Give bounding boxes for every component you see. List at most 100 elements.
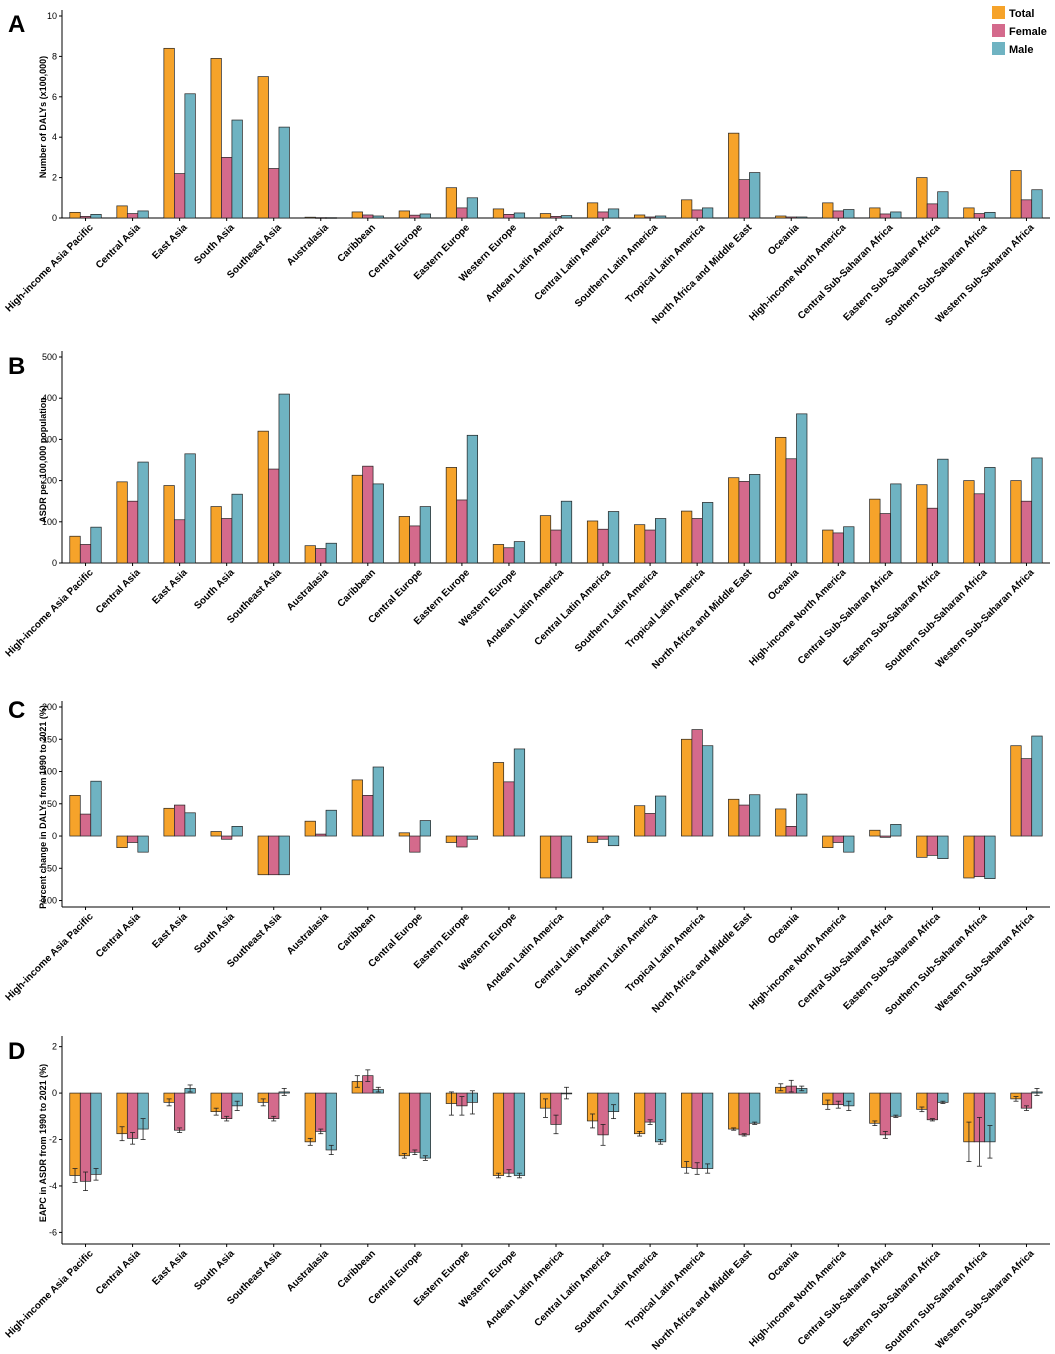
- bar-female: [174, 519, 186, 564]
- bar-total: [351, 779, 363, 837]
- bar-female: [597, 211, 609, 219]
- bar-total: [728, 477, 740, 564]
- bar-female: [879, 513, 891, 564]
- legend-item-total: Total: [992, 6, 1034, 20]
- panel-B: B ASDR per 100,000 population 0 100 200 300 40…: [4, 351, 1050, 673]
- bar-female: [691, 518, 703, 564]
- bar-total: [728, 798, 740, 837]
- x-tick-label: Western Sub-Saharan Africa: [934, 1248, 1037, 1351]
- bar-male: [654, 518, 667, 564]
- bar-female: [879, 835, 891, 838]
- y-tick-label: 0: [52, 1088, 57, 1098]
- bar-male: [325, 1092, 337, 1151]
- bar-male: [937, 191, 949, 219]
- bar-male: [1031, 735, 1043, 837]
- bar-male: [372, 483, 384, 564]
- bar-female: [926, 835, 938, 856]
- x-tick-label: Central Sub-Saharan Africa: [796, 1248, 896, 1348]
- bar-male: [607, 511, 620, 564]
- x-tick-label: High-income North America: [747, 567, 848, 668]
- bar-total: [398, 516, 410, 564]
- bar-total: [163, 807, 175, 837]
- bar-female: [597, 835, 609, 840]
- bar-total: [586, 835, 599, 843]
- bar-male: [796, 793, 808, 837]
- bar-male: [278, 126, 290, 219]
- bar-total: [257, 835, 269, 876]
- bar-female: [1020, 500, 1033, 564]
- y-axis-label: ASDR per 100,000 population: [38, 397, 48, 523]
- legend-swatch: [992, 6, 1005, 19]
- bar-female: [644, 813, 656, 837]
- bar-female: [691, 729, 703, 837]
- bar-male: [890, 211, 902, 219]
- bar-male: [749, 1092, 761, 1124]
- bar-total: [69, 535, 81, 564]
- bar-male: [90, 526, 102, 564]
- bar-male: [1031, 457, 1043, 564]
- bar-male: [419, 213, 431, 219]
- panel-letter: D: [8, 1038, 25, 1065]
- bar-female: [550, 216, 562, 219]
- x-tick-label: High-income North America: [747, 1248, 848, 1349]
- bar-female: [973, 213, 986, 219]
- bar-male: [843, 835, 855, 853]
- bar-total: [633, 1092, 646, 1135]
- x-tick-label: Western Sub-Saharan Africa: [934, 222, 1037, 325]
- x-tick-label: East Asia: [150, 1248, 190, 1288]
- bar-total: [351, 474, 363, 564]
- bar-total: [304, 216, 316, 219]
- bar-male: [1031, 189, 1043, 219]
- x-tick-label: Central Latin America: [533, 911, 614, 992]
- bar-male: [184, 453, 196, 564]
- bar-female: [973, 493, 986, 564]
- bar-male: [231, 493, 243, 564]
- x-tick-label: Eastern Sub-Saharan Africa: [841, 911, 942, 1012]
- y-axis-label: Number of DALYs (x100,000): [38, 56, 48, 178]
- y-tick-label: -2: [49, 1135, 57, 1145]
- bar-male: [702, 745, 714, 837]
- legend-item-male: Male: [992, 42, 1033, 56]
- legend-swatch: [992, 42, 1005, 55]
- bar-female: [174, 804, 186, 837]
- y-tick-label: 10: [47, 11, 57, 21]
- x-tick-label: Southern Sub-Saharan Africa: [883, 1248, 989, 1354]
- y-tick-label: 6: [52, 92, 57, 102]
- x-tick-label: North Africa and Middle East: [650, 222, 755, 327]
- y-tick-label: -50: [44, 863, 57, 873]
- bar-male: [702, 502, 714, 564]
- x-tick-label: Australasia: [285, 911, 331, 957]
- bar-female: [926, 1092, 938, 1121]
- x-tick-label: High-income Asia Pacific: [4, 911, 96, 1003]
- bar-female: [832, 210, 844, 219]
- bar-male: [984, 467, 996, 564]
- bar-female: [738, 179, 750, 219]
- x-tick-label: High-income Asia Pacific: [4, 1248, 96, 1340]
- bar-male: [749, 794, 761, 837]
- bar-male: [796, 413, 808, 564]
- bar-male: [372, 215, 384, 219]
- bar-total: [822, 202, 834, 219]
- bar-female: [1020, 199, 1033, 219]
- y-tick-label: 8: [52, 51, 57, 61]
- bar-total: [398, 832, 410, 837]
- bar-total: [351, 211, 363, 219]
- bar-total: [210, 506, 222, 564]
- bar-total: [492, 762, 505, 837]
- y-tick-label: 300: [42, 434, 57, 444]
- x-tick-label: Tropical Latin America: [624, 567, 708, 651]
- x-tick-label: Southern Latin America: [573, 222, 661, 310]
- y-tick-label: 0: [52, 831, 57, 841]
- bar-female: [174, 173, 186, 219]
- x-tick-label: Central Asia: [94, 911, 143, 960]
- legend-swatch: [992, 24, 1005, 37]
- y-tick-label: 200: [42, 476, 57, 486]
- panel-C: C Percent change in DALYs from 1990 to 20…: [4, 697, 1050, 1017]
- bar-male: [702, 207, 714, 219]
- panels-layer: A Number of DALYs (x100,000) 0 2 4 6 8 10 High-i…: [4, 10, 1050, 1354]
- bar-male: [654, 795, 667, 837]
- x-tick-label: North Africa and Middle East: [650, 1248, 755, 1353]
- bar-male: [372, 766, 384, 837]
- legend-label: Male: [1009, 44, 1033, 56]
